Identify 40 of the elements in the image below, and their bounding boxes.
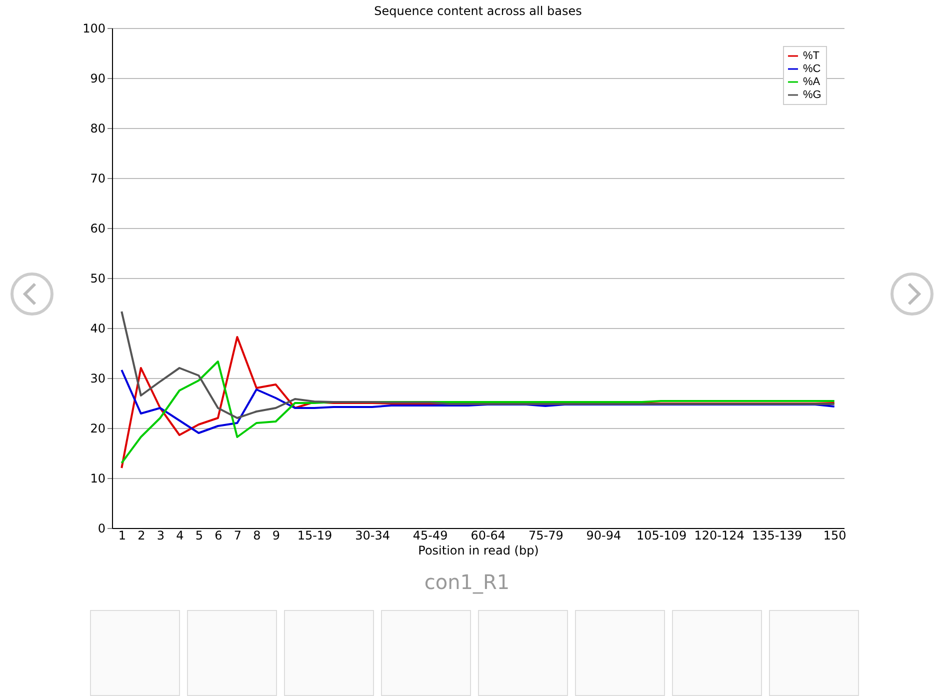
y-tick-label: 70 [90, 172, 106, 186]
x-tick-label: 3 [156, 528, 164, 542]
x-tick-label: 150 [823, 528, 846, 542]
y-tick-label: 100 [82, 22, 106, 36]
y-tick-label: 30 [90, 372, 106, 386]
line-series [120, 360, 836, 464]
y-tick-label: 20 [90, 422, 106, 436]
legend-label: %G [803, 89, 822, 101]
x-tick-label: 7 [234, 528, 242, 542]
x-tick-label: 45-49 [412, 528, 448, 542]
x-tick-label: 105-109 [636, 528, 687, 542]
legend-label: %A [803, 76, 821, 88]
x-axis-title: Position in read (bp) [418, 544, 539, 558]
x-tick-label: 135-139 [752, 528, 802, 542]
x-tick-label: 6 [214, 528, 222, 542]
legend-label: %C [803, 63, 821, 75]
x-tick-label: 8 [253, 528, 261, 542]
y-tick-label: 90 [90, 72, 106, 86]
y-tick-label: 60 [90, 222, 106, 236]
y-tick-label: 80 [90, 122, 106, 136]
line-series [120, 310, 836, 419]
x-tick-label: 15-19 [297, 528, 332, 542]
x-tick-label: 120-124 [694, 528, 744, 542]
text: con1_R1 [423, 570, 511, 594]
y-tick-label: 50 [90, 272, 106, 286]
chart-title: Sequence content across all bases [374, 4, 582, 18]
x-tick-label: 60-64 [470, 528, 506, 542]
x-tick-label: 5 [195, 528, 204, 542]
x-tick-label: 2 [138, 528, 146, 542]
line-series [120, 369, 836, 434]
x-tick-label: 90-94 [586, 528, 622, 542]
x-tick-label: 1 [118, 528, 126, 542]
y-tick-label: 40 [90, 322, 106, 336]
x-tick-label: 4 [176, 528, 184, 542]
y-tick-label: 0 [98, 522, 106, 536]
x-tick-label: 30-34 [355, 528, 390, 542]
legend-label: %T [803, 50, 820, 62]
y-tick-label: 10 [90, 472, 106, 486]
x-tick-label: 75-79 [528, 528, 564, 542]
x-tick-label: 9 [272, 528, 280, 542]
